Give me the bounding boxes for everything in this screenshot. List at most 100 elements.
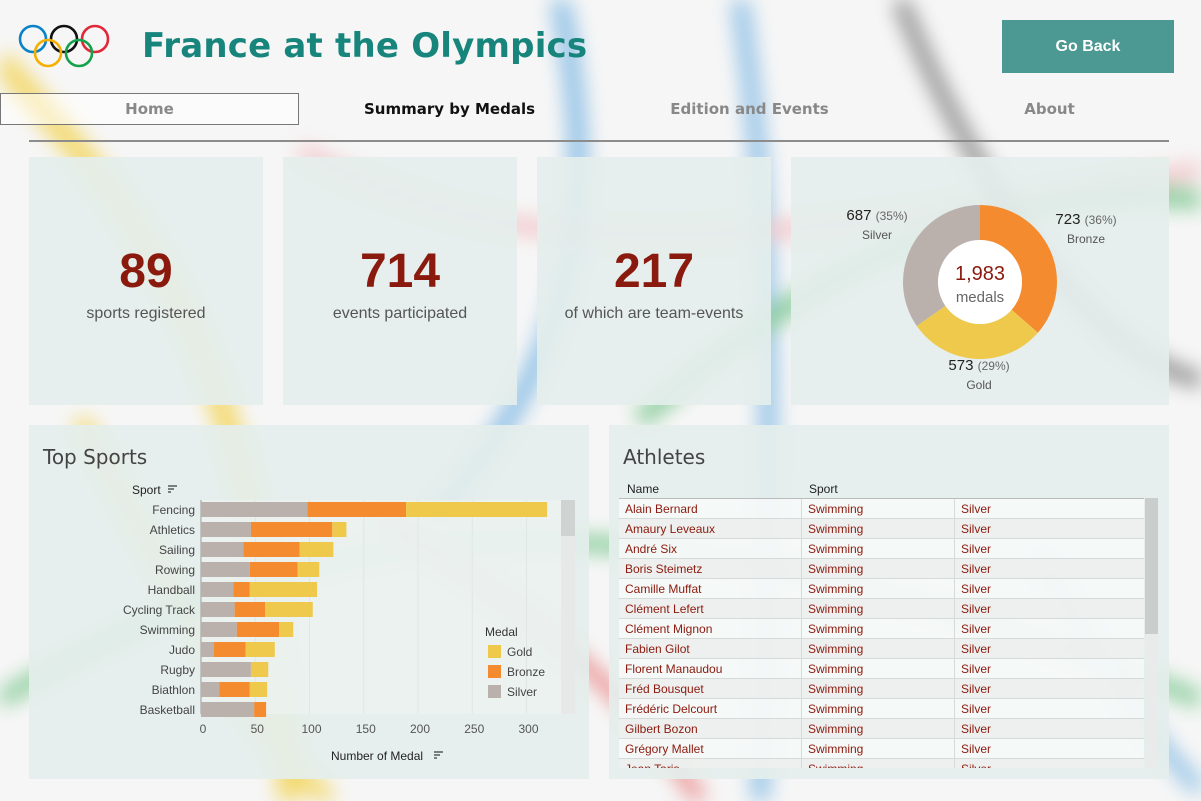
bar-silver-swimming[interactable] bbox=[201, 622, 237, 637]
bar-gold-rugby[interactable] bbox=[250, 662, 269, 677]
legend-swatch-gold[interactable] bbox=[488, 645, 501, 658]
x-axis-title[interactable]: Number of Medal bbox=[331, 749, 423, 763]
bar-gold-rowing[interactable] bbox=[297, 562, 320, 577]
legend-swatch-silver[interactable] bbox=[488, 685, 501, 698]
legend-label-bronze[interactable]: Bronze bbox=[507, 665, 545, 679]
bar-silver-biathlon[interactable] bbox=[201, 682, 220, 697]
kpi-events-participated: 714 events participated bbox=[283, 157, 517, 405]
athletes-scrollbar[interactable] bbox=[1145, 498, 1158, 768]
legend-label-silver[interactable]: Silver bbox=[507, 685, 537, 699]
bronze-value: 723 bbox=[1055, 211, 1081, 228]
bar-bronze-handball[interactable] bbox=[233, 582, 250, 597]
bar-bronze-biathlon[interactable] bbox=[219, 682, 250, 697]
bar-bronze-athletics[interactable] bbox=[250, 522, 333, 537]
bar-bronze-fencing[interactable] bbox=[307, 502, 407, 517]
athlete-name: Florent Manaudou bbox=[619, 659, 802, 678]
bar-silver-handball[interactable] bbox=[201, 582, 234, 597]
bar-silver-rowing[interactable] bbox=[201, 562, 250, 577]
athlete-name: Fréd Bousquet bbox=[619, 679, 802, 698]
gold-pct: (29%) bbox=[977, 359, 1010, 373]
athlete-sport: Swimming bbox=[802, 639, 955, 658]
table-row[interactable]: Clément Lefert Swimming Silver bbox=[619, 599, 1144, 619]
category-label: Sailing bbox=[159, 543, 195, 557]
bar-gold-handball[interactable] bbox=[249, 582, 318, 597]
bar-silver-athletics[interactable] bbox=[201, 522, 251, 537]
athlete-medal: Silver bbox=[961, 522, 992, 536]
bar-silver-rugby[interactable] bbox=[201, 662, 251, 677]
table-row[interactable]: Frédéric Delcourt Swimming Silver bbox=[619, 699, 1144, 719]
table-row[interactable]: Grégory Mallet Swimming Silver bbox=[619, 739, 1144, 759]
table-row[interactable]: Amaury Leveaux Swimming Silver bbox=[619, 519, 1144, 539]
bar-gold-biathlon[interactable] bbox=[249, 682, 268, 697]
athlete-name: André Six bbox=[619, 539, 802, 558]
table-row[interactable]: Clément Mignon Swimming Silver bbox=[619, 619, 1144, 639]
donut-slice-silver[interactable] bbox=[903, 205, 980, 326]
athlete-sport: Swimming bbox=[802, 559, 955, 578]
table-row[interactable]: Florent Manaudou Swimming Silver bbox=[619, 659, 1144, 679]
silver-name: Silver bbox=[861, 228, 892, 242]
medals-donut-chart[interactable]: 1,983 medals bbox=[791, 157, 1169, 405]
x-tick-label: 0 bbox=[200, 722, 207, 736]
bar-gold-athletics[interactable] bbox=[332, 522, 347, 537]
tab-edition-and-events[interactable]: Edition and Events bbox=[670, 100, 829, 118]
donut-total-value: 1,983 bbox=[955, 263, 1005, 285]
legend-swatch-bronze[interactable] bbox=[488, 665, 501, 678]
chart-scrollbar[interactable] bbox=[561, 500, 575, 714]
bronze-pct: (36%) bbox=[1084, 213, 1117, 227]
bar-bronze-rowing[interactable] bbox=[249, 562, 298, 577]
athlete-name: Fabien Gilot bbox=[619, 639, 802, 658]
athlete-sport: Swimming bbox=[802, 619, 955, 638]
y-axis-title[interactable]: Sport bbox=[132, 483, 161, 497]
bar-silver-judo[interactable] bbox=[201, 642, 215, 657]
scrollbar-thumb[interactable] bbox=[1145, 498, 1158, 634]
donut-slice-bronze[interactable] bbox=[980, 205, 1057, 333]
tab-about[interactable]: About bbox=[1024, 100, 1075, 118]
donut-total-label: medals bbox=[956, 289, 1004, 306]
athlete-medal: Silver bbox=[961, 662, 992, 676]
legend-label-gold[interactable]: Gold bbox=[507, 645, 532, 659]
bar-bronze-basketball[interactable] bbox=[254, 702, 267, 717]
x-tick-label: 250 bbox=[464, 722, 484, 736]
bar-bronze-judo[interactable] bbox=[214, 642, 246, 657]
bar-silver-fencing[interactable] bbox=[201, 502, 308, 517]
bar-gold-swimming[interactable] bbox=[279, 622, 294, 637]
bar-bronze-sailing[interactable] bbox=[243, 542, 300, 557]
table-row[interactable]: Fréd Bousquet Swimming Silver bbox=[619, 679, 1144, 699]
top-sports-title: Top Sports bbox=[43, 445, 148, 469]
athlete-medal: Silver bbox=[961, 562, 992, 576]
silver-label: 687 (35%) Silver bbox=[837, 207, 917, 242]
kpi-label: events participated bbox=[332, 304, 468, 322]
sort-icon[interactable] bbox=[168, 485, 177, 493]
table-row[interactable]: Fabien Gilot Swimming Silver bbox=[619, 639, 1144, 659]
bar-gold-cycling-track[interactable] bbox=[265, 602, 313, 617]
table-row[interactable]: André Six Swimming Silver bbox=[619, 539, 1144, 559]
table-row[interactable]: Boris Steimetz Swimming Silver bbox=[619, 559, 1144, 579]
category-label: Handball bbox=[148, 583, 195, 597]
table-row[interactable]: Camille Muffat Swimming Silver bbox=[619, 579, 1144, 599]
bar-silver-basketball[interactable] bbox=[201, 702, 255, 717]
athlete-sport: Swimming bbox=[802, 739, 955, 758]
gold-name: Gold bbox=[966, 378, 992, 392]
table-row[interactable]: Gilbert Bozon Swimming Silver bbox=[619, 719, 1144, 739]
bar-silver-cycling-track[interactable] bbox=[201, 602, 235, 617]
bar-gold-sailing[interactable] bbox=[299, 542, 334, 557]
athletes-title: Athletes bbox=[623, 445, 706, 469]
bar-bronze-swimming[interactable] bbox=[236, 622, 280, 637]
olympic-rings-logo bbox=[18, 24, 110, 68]
table-row[interactable]: Jean TarisSwimmingSilver bbox=[619, 759, 1144, 768]
table-row[interactable]: Alain Bernard Swimming Silver bbox=[619, 499, 1144, 519]
bar-silver-sailing[interactable] bbox=[201, 542, 244, 557]
bar-bronze-cycling-track[interactable] bbox=[234, 602, 266, 617]
tab-summary-by-medals[interactable]: Summary by Medals bbox=[363, 100, 536, 118]
tab-home[interactable]: Home bbox=[0, 93, 299, 125]
donut-hole bbox=[938, 240, 1022, 324]
bar-gold-judo[interactable] bbox=[245, 642, 275, 657]
top-sports-chart[interactable]: 0 50 100 150 200 250 300 Sport Fencing Athletics S… bbox=[29, 425, 589, 779]
column-header-sport[interactable]: Sport bbox=[809, 482, 838, 496]
donut-slice-gold[interactable] bbox=[916, 305, 1038, 359]
column-header-name[interactable]: Name bbox=[627, 482, 660, 496]
sort-icon[interactable] bbox=[434, 751, 443, 759]
bar-gold-fencing[interactable] bbox=[406, 502, 548, 517]
go-back-button[interactable]: Go Back bbox=[1002, 20, 1174, 73]
chart-scrollbar-thumb[interactable] bbox=[561, 500, 575, 536]
